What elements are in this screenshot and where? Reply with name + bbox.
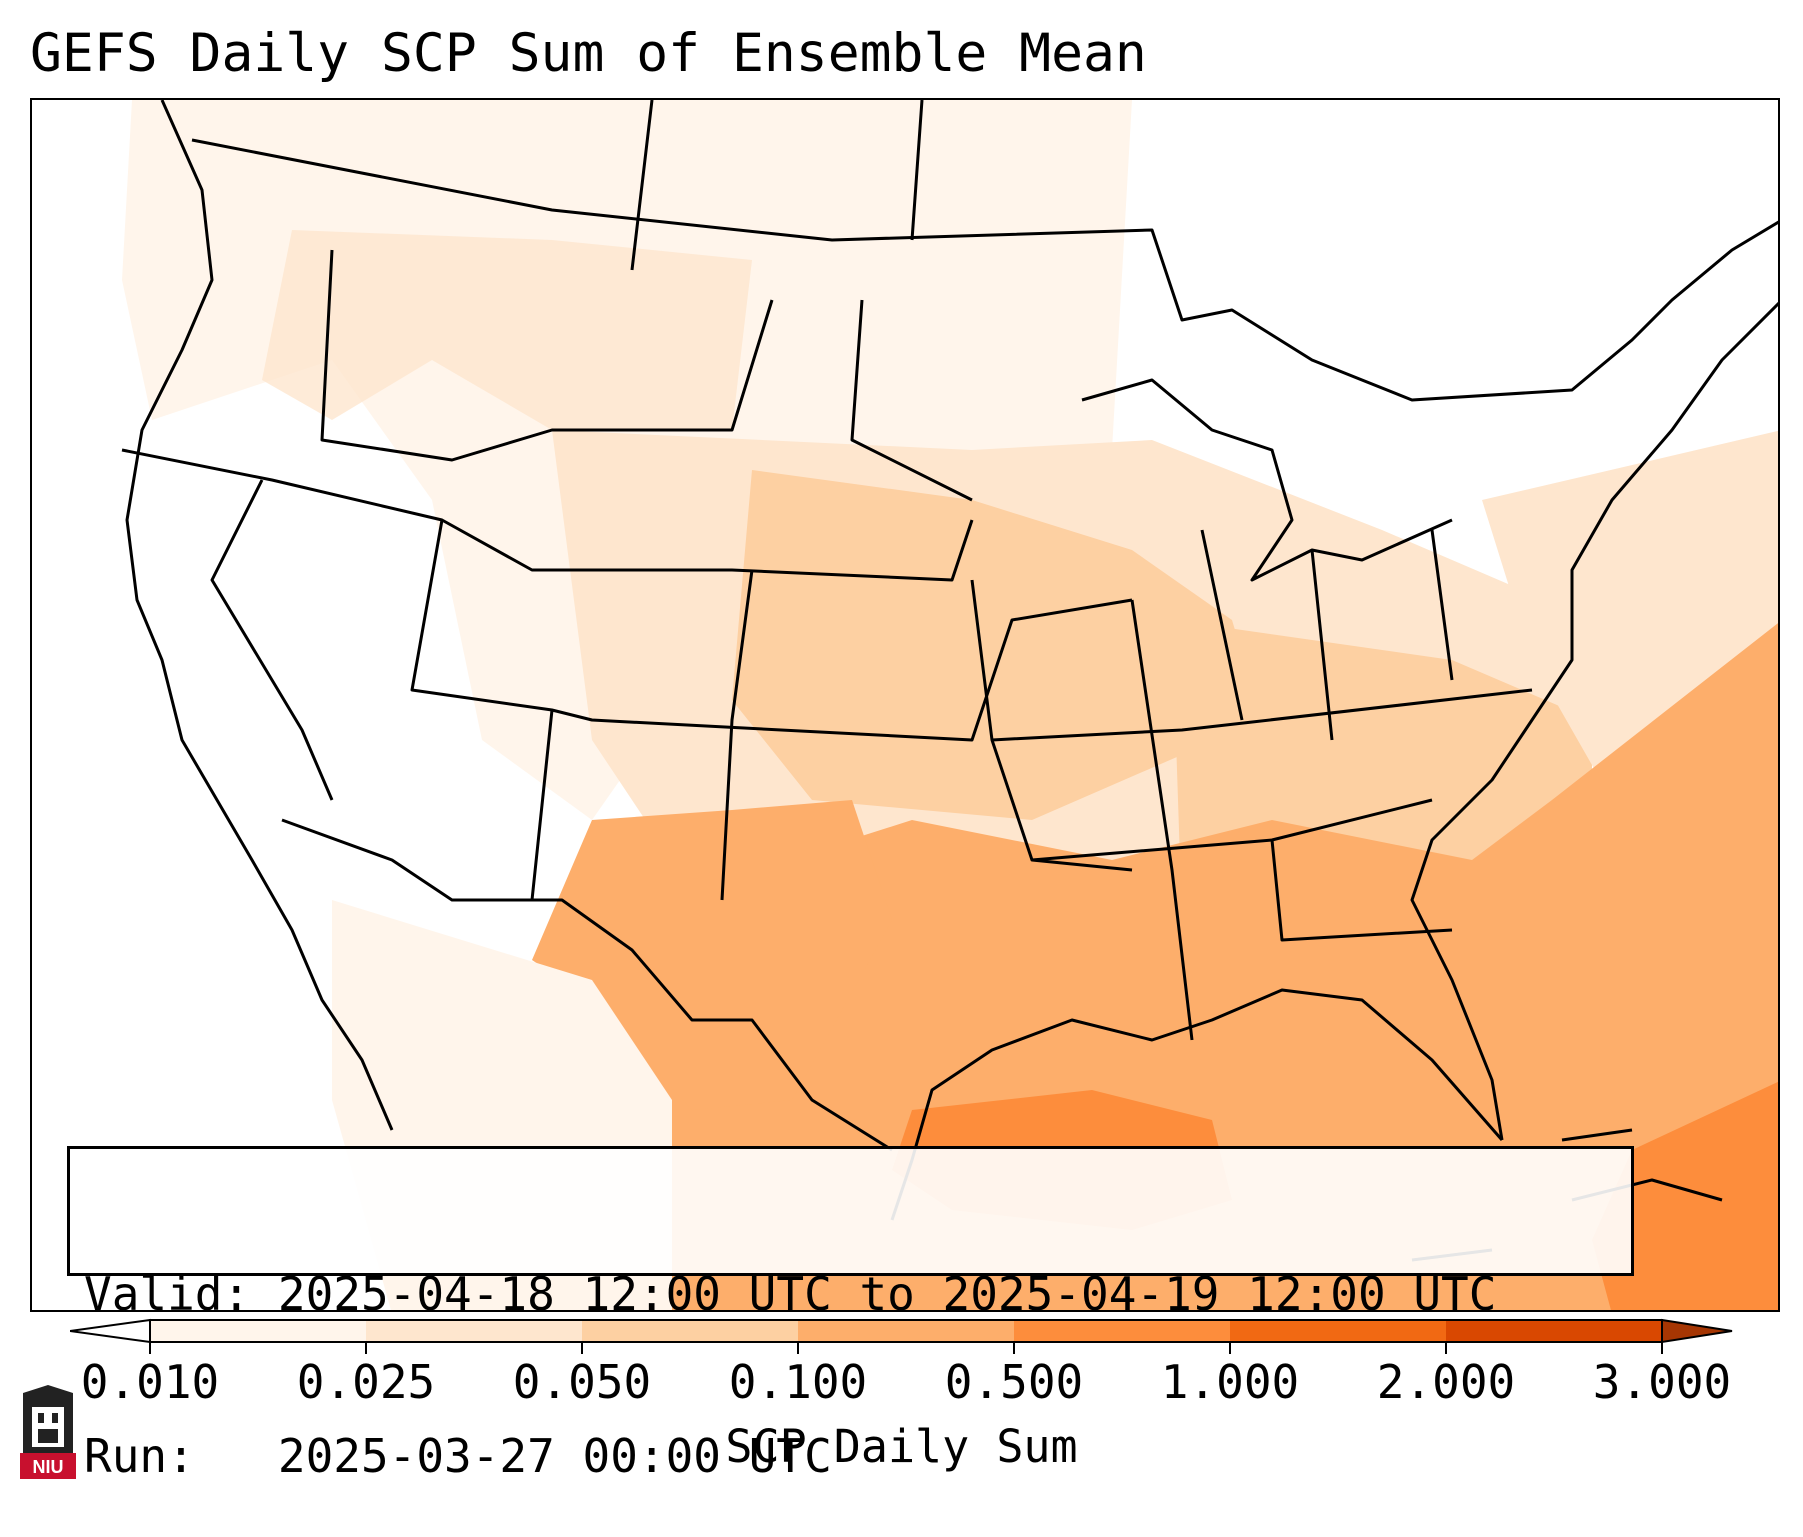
valid-value: 2025-04-18 12:00 UTC to 2025-04-19 12:00… xyxy=(277,1267,1497,1321)
colorbar-tick-label: 0.010 xyxy=(80,1355,220,1409)
state-line-7 xyxy=(1130,599,1453,1041)
valid-label: Valid: xyxy=(84,1267,251,1321)
mexico-border xyxy=(281,818,893,1152)
run-value: 2025-03-27 00:00 UTC xyxy=(277,1429,832,1483)
great-lakes xyxy=(1081,378,1453,582)
run-row: Run: 2025-03-27 00:00 UTC xyxy=(84,1429,1631,1483)
state-line-5 xyxy=(530,569,1133,901)
state-line-3 xyxy=(210,479,334,801)
map-title: GEFS Daily SCP Sum of Ensemble Mean xyxy=(30,23,1147,84)
state-line-1 xyxy=(320,249,774,462)
niu-logo: NIU xyxy=(20,1385,76,1479)
state-line-4 xyxy=(410,519,1133,742)
valid-row: Valid: 2025-04-18 12:00 UTC to 2025-04-1… xyxy=(84,1267,1631,1321)
colorbar-under-extension xyxy=(70,1318,151,1344)
run-label: Run: xyxy=(84,1429,195,1483)
colorbar-segment xyxy=(1230,1320,1446,1342)
state-line-8 xyxy=(1200,529,1454,741)
colorbar-tick-label: 0.025 xyxy=(296,1355,436,1409)
state-line-9 xyxy=(630,100,973,502)
scp-shading xyxy=(122,100,1778,1310)
colorbar-segment xyxy=(582,1320,798,1342)
colorbar-segment xyxy=(798,1320,1014,1342)
colorbar-segment xyxy=(150,1320,366,1342)
map-panel xyxy=(30,98,1780,1312)
shade-northwest-pale xyxy=(262,230,752,430)
colorbar-tick-label: 0.050 xyxy=(512,1355,652,1409)
pacific-coastline xyxy=(125,100,394,1131)
atlantic-coastline xyxy=(1410,301,1778,1141)
colorbar-tick-label: 2.000 xyxy=(1376,1355,1516,1409)
colorbar-tick-label: 0.500 xyxy=(944,1355,1084,1409)
colorbar-segment xyxy=(366,1320,582,1342)
shade-south-orange xyxy=(592,623,1778,1310)
colorbar-tick-label: 0.100 xyxy=(728,1355,868,1409)
political-boundaries xyxy=(121,100,1778,1262)
colorbar-tick-label: 1.000 xyxy=(1160,1355,1300,1409)
shade-atlantic-dark xyxy=(1592,1081,1778,1310)
colorbar xyxy=(70,1318,1733,1354)
colorbar-tick-label: 3.000 xyxy=(1592,1355,1732,1409)
state-line-2 xyxy=(121,448,974,582)
valid-run-box: Valid: 2025-04-18 12:00 UTC to 2025-04-1… xyxy=(67,1146,1634,1483)
colorbar-outline xyxy=(149,1319,1663,1343)
scp-field-map xyxy=(121,100,1778,1310)
colorbar-segment xyxy=(1014,1320,1230,1342)
colorbar-label: SCP Daily Sum xyxy=(725,1420,1078,1473)
colorbar-over-extension xyxy=(1661,1318,1733,1344)
colorbar-segment xyxy=(1446,1320,1662,1342)
logo-text: NIU xyxy=(33,1457,64,1477)
canada-border xyxy=(191,138,1778,402)
gulf-coastline xyxy=(890,988,1504,1221)
